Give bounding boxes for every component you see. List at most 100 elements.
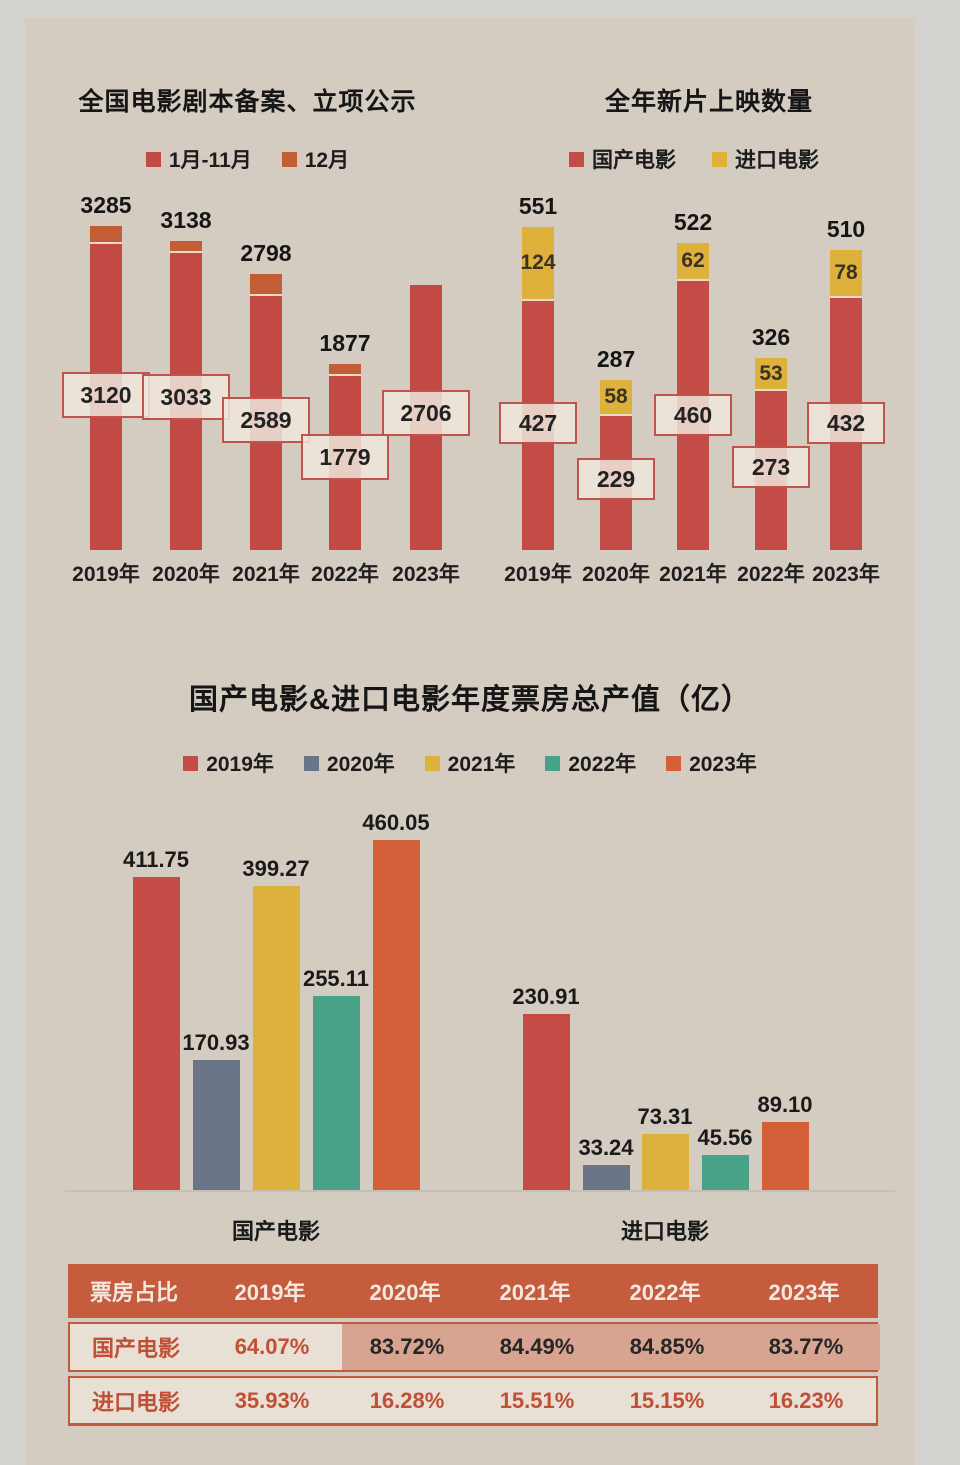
table-cell: 35.93% [234, 1387, 310, 1413]
x-label-2019年: 2019年 [72, 563, 140, 586]
bar-进口电影-2020年 [582, 1165, 630, 1190]
bar-2023年: 78 [830, 250, 862, 550]
group-label-国产电影: 国产电影 [231, 1219, 320, 1244]
x-label-2021年: 2021年 [659, 563, 727, 586]
x-label-2022年: 2022年 [737, 563, 805, 586]
legend-item-label: 1月-11月 [168, 149, 252, 172]
value-box-2020年: 229 [577, 458, 655, 500]
table-cell: 84.49% [472, 1324, 602, 1370]
boxoffice-chart-plot: 411.75 170.93 399.27 255.11 460.05 230.91 33.2… [65, 800, 895, 1192]
filings-chart-legend: 1月-11月 12月 [25, 144, 470, 174]
legend-item: 2023年 [666, 748, 757, 778]
bar-segment-12月 [90, 226, 122, 242]
legend-item-label: 2019年 [206, 753, 274, 776]
bar-segment-进口电影: 78 [830, 250, 862, 296]
bar-国产电影-2022年 [312, 996, 360, 1190]
legend-swatch-icon [145, 151, 161, 167]
bar-value-label: 45.56 [697, 1125, 753, 1150]
legend-swatch-icon [712, 151, 727, 167]
table-header-cell: 2023年 [768, 1280, 840, 1305]
bar-value-label: 411.75 [122, 847, 190, 872]
filings-chart-plot: 3285 3120 3138 3033 2798 2589 1877 1779 2706 [50, 192, 470, 550]
legend-item-label: 2022年 [568, 753, 637, 776]
bar-国产电影-2020年 [192, 1060, 240, 1190]
bar-segment-separator [830, 296, 862, 298]
bar-segment-separator [329, 374, 361, 376]
filings-chart-title: 全国电影剧本备案、立项公示 [78, 88, 417, 116]
total-label-2022年: 1877 [319, 330, 371, 356]
total-label-2021年: 2798 [240, 240, 292, 266]
bar-国产电影-2021年 [252, 886, 300, 1190]
table-header-cell: 2022年 [629, 1280, 701, 1305]
value-box-2019年: 3120 [62, 372, 150, 418]
value-box-2021年: 2589 [222, 397, 310, 443]
x-label-2020年: 2020年 [582, 563, 650, 586]
total-label-2020年: 287 [596, 346, 636, 372]
x-label-2023年: 2023年 [392, 563, 460, 586]
table-header-cell: 票房占比 [90, 1280, 179, 1305]
bar-value-label: 33.24 [578, 1135, 634, 1160]
table-cell: 16.28% [369, 1387, 445, 1413]
bar-进口电影-2023年 [761, 1122, 809, 1190]
value-box-2023年: 432 [807, 402, 885, 444]
table-cell: 15.15% [629, 1387, 705, 1413]
legend-item: 2019年 [183, 748, 274, 778]
legend-item: 进口电影 [712, 144, 819, 174]
legend-swatch-icon [281, 151, 297, 167]
total-label-2021年: 522 [673, 209, 713, 235]
boxoffice-chart-legend: 2019年 2020年 2021年 2022年 2023年 [25, 748, 915, 778]
table-cell: 16.23% [768, 1387, 844, 1413]
x-label-2021年: 2021年 [232, 563, 300, 586]
legend-item: 1月-11月 [145, 144, 252, 174]
table-cell: 84.85% [602, 1324, 732, 1370]
total-label-2019年: 3285 [80, 192, 132, 218]
bar-value-label: 255.11 [302, 966, 370, 991]
bar-value-label: 460.05 [362, 810, 430, 835]
x-label-2022年: 2022年 [311, 563, 379, 586]
total-label-2023年: 510 [826, 216, 866, 242]
x-label-2019年: 2019年 [504, 563, 572, 586]
bar-国产电影-2019年 [132, 877, 180, 1190]
bar-segment-12月 [329, 364, 361, 374]
bar-value-label: 89.10 [757, 1092, 813, 1117]
value-box-2019年: 427 [499, 402, 577, 444]
bar-segment-separator [522, 299, 554, 301]
legend-item-label: 12月 [304, 149, 350, 172]
table-header-cell: 2020年 [369, 1280, 441, 1305]
bar-segment-separator [170, 251, 202, 253]
legend-swatch-icon [424, 755, 440, 771]
boxoffice-chart-title: 国产电影&进口电影年度票房总产值（亿） [189, 684, 751, 716]
table-cell: 83.77% [732, 1324, 880, 1370]
table-row-label: 国产电影 [92, 1336, 181, 1361]
releases-chart-plot: 124 551 427 58 287 229 62 522 460 53 326 273 78 510 43… [485, 193, 915, 550]
table-cell: 83.72% [342, 1324, 472, 1370]
legend-item-label: 2020年 [326, 753, 395, 776]
table-header-cell: 2019年 [234, 1280, 306, 1305]
legend-swatch-icon [545, 755, 561, 771]
bar-value-label: 230.91 [512, 984, 580, 1009]
total-label-2019年: 551 [518, 193, 558, 219]
table-row-label: 进口电影 [92, 1389, 181, 1415]
total-label-2020年: 3138 [160, 207, 212, 233]
bar-segment-separator [250, 294, 282, 296]
table-cell: 64.07% [234, 1334, 310, 1359]
legend-item-label: 国产电影 [592, 149, 676, 172]
bar-value-label: 399.27 [242, 856, 310, 881]
table-cell: 15.51% [499, 1387, 575, 1413]
bar-segment-进口电影: 62 [677, 243, 709, 279]
legend-item: 2020年 [303, 748, 395, 778]
x-label-2020年: 2020年 [152, 563, 220, 586]
value-box-2022年: 1779 [301, 434, 389, 480]
legend-swatch-icon [569, 151, 584, 167]
bar-segment-进口电影: 124 [520, 227, 556, 299]
x-axis-line [65, 1190, 895, 1192]
legend-item: 2021年 [424, 748, 515, 778]
legend-swatch-icon [183, 755, 199, 771]
releases-chart-legend: 国产电影 进口电影 [473, 144, 915, 174]
table-header-row: 票房占比 2019年 2020年 2021年 2022年 2023年 [68, 1264, 878, 1318]
bar-2019年: 124 [520, 227, 556, 550]
total-label-2022年: 326 [751, 324, 791, 350]
bar-进口电影-2022年 [701, 1155, 749, 1190]
bar-value-label: 170.93 [182, 1030, 250, 1055]
